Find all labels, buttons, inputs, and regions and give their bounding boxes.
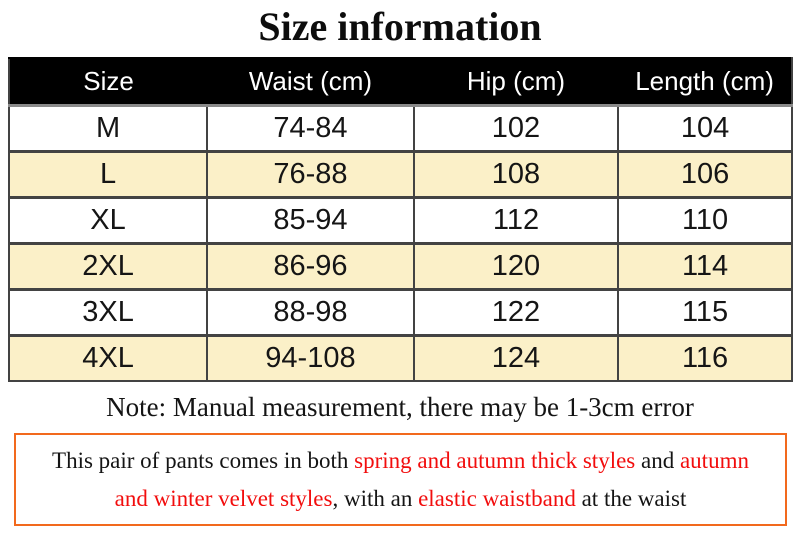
column-header: Waist (cm) (207, 58, 414, 107)
table-cell: 94-108 (206, 333, 415, 382)
notice-highlight-text: and winter velvet styles (114, 486, 333, 511)
table-row: L 76-88 108 106 (7, 149, 793, 198)
table-cell: M (7, 103, 209, 152)
table-cell: 104 (617, 103, 793, 152)
table-cell: 3XL (7, 287, 209, 336)
notice-text: , with an (332, 486, 419, 511)
table-cell: 102 (412, 103, 620, 152)
table-cell: 115 (617, 287, 793, 336)
table-cell: L (7, 149, 209, 198)
table-cell: 108 (412, 149, 620, 198)
size-table-body: M 74-84 102 104 L 76-88 108 106 XL 85-94 112 110 2XL… (7, 103, 793, 382)
table-cell: 110 (617, 195, 793, 244)
product-notice-box: This pair of pants comes in both spring … (14, 433, 787, 526)
table-cell: 106 (617, 149, 793, 198)
column-header: Size (9, 58, 208, 107)
table-cell: 122 (412, 287, 620, 336)
table-row: 3XL 88-98 122 115 (7, 287, 793, 336)
size-table: Size Waist (cm) Hip (cm) Length (cm) M 74-84… (7, 57, 793, 382)
table-row: XL 85-94 112 110 (7, 195, 793, 244)
table-cell: 116 (617, 333, 793, 382)
table-cell: 2XL (7, 241, 209, 290)
notice-line: This pair of pants comes in both spring … (22, 442, 779, 480)
table-row: 2XL 86-96 120 114 (7, 241, 793, 290)
table-cell: 120 (412, 241, 620, 290)
table-row: 4XL 94-108 124 116 (7, 333, 793, 382)
notice-highlight-text: autumn (679, 448, 749, 473)
table-cell: 4XL (7, 333, 209, 382)
table-cell: 76-88 (206, 149, 415, 198)
notice-highlight-text: spring and autumn thick styles (354, 448, 636, 473)
table-cell: XL (7, 195, 209, 244)
notice-text: This pair of pants comes in both (52, 448, 355, 473)
table-cell: 112 (412, 195, 620, 244)
table-cell: 74-84 (206, 103, 415, 152)
table-cell: 124 (412, 333, 620, 382)
page-title: Size information (258, 4, 542, 49)
table-cell: 86-96 (206, 241, 415, 290)
table-row: M 74-84 102 104 (7, 103, 793, 152)
notice-highlight-text: elastic waistband (418, 486, 576, 511)
notice-text: and (635, 448, 680, 473)
measurement-note: Note: Manual measurement, there may be 1… (106, 392, 694, 422)
table-cell: 85-94 (206, 195, 415, 244)
column-header: Hip (cm) (413, 58, 619, 107)
notice-text: at the waist (575, 486, 687, 511)
column-header: Length (cm) (618, 58, 792, 107)
notice-line: and winter velvet styles, with an elasti… (22, 480, 779, 518)
table-cell: 114 (617, 241, 793, 290)
size-table-header-row: Size Waist (cm) Hip (cm) Length (cm) (9, 58, 792, 107)
table-cell: 88-98 (206, 287, 415, 336)
